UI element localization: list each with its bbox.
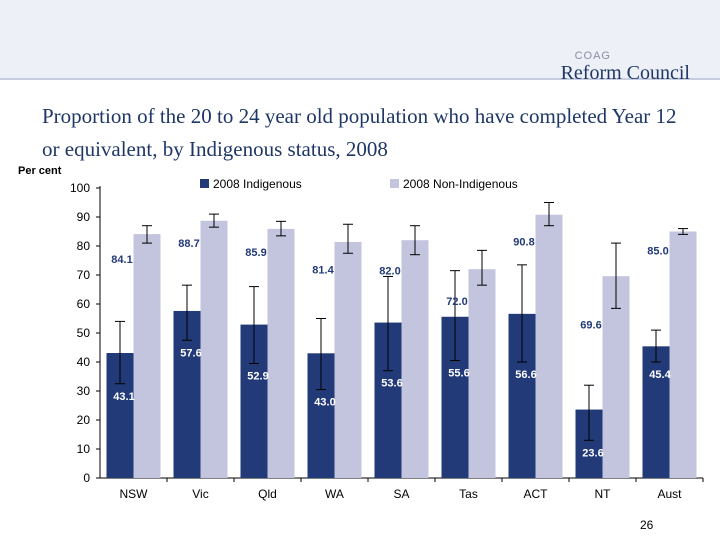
data-label-indigenous: 55.6 (448, 368, 469, 380)
x-tick-label: WA (325, 487, 344, 501)
y-tick-label: 100 (70, 181, 90, 195)
legend-swatch (200, 179, 209, 188)
bar-non-indigenous (267, 228, 295, 478)
legend-label: 2008 Non-Indigenous (403, 177, 518, 191)
data-label-indigenous: 53.6 (381, 378, 402, 390)
x-tick-label: Tas (459, 487, 478, 501)
y-tick-label: 50 (77, 326, 91, 340)
legend-swatch (390, 179, 399, 188)
x-tick-label: NT (595, 487, 612, 501)
y-tick-label: 70 (77, 268, 91, 282)
data-label-non-indigenous: 85.9 (245, 247, 266, 259)
bar-non-indigenous (401, 240, 429, 478)
x-tick-label: Qld (258, 487, 277, 501)
data-label-indigenous: 52.9 (247, 370, 268, 382)
y-tick-label: 0 (83, 471, 90, 485)
y-tick-label: 90 (77, 210, 91, 224)
data-label-non-indigenous: 85.0 (647, 245, 668, 257)
header-rule (0, 78, 720, 80)
y-tick-label: 30 (77, 384, 91, 398)
data-label-indigenous: 43.0 (314, 397, 335, 409)
x-tick-label: SA (393, 487, 409, 501)
data-label-indigenous: 56.6 (515, 369, 536, 381)
data-label-non-indigenous: 81.4 (312, 264, 334, 276)
bar-non-indigenous (468, 269, 496, 478)
y-axis-label: Per cent (18, 165, 62, 177)
bar-non-indigenous (133, 234, 161, 478)
data-label-non-indigenous: 72.0 (446, 296, 467, 308)
y-tick-label: 10 (77, 442, 91, 456)
logo-small-text: COAG (574, 50, 611, 62)
y-tick-label: 20 (77, 413, 91, 427)
data-label-non-indigenous: 69.6 (580, 319, 601, 331)
data-label-non-indigenous: 84.1 (111, 254, 132, 266)
page-number: 26 (640, 518, 654, 532)
data-label-indigenous: 57.6 (180, 347, 201, 359)
bar-non-indigenous (535, 214, 563, 478)
data-label-non-indigenous: 90.8 (513, 237, 534, 249)
bar-non-indigenous (334, 241, 362, 478)
logo-name-text: Reform Council (560, 62, 690, 84)
bar-non-indigenous (669, 231, 697, 478)
header-band (0, 0, 720, 78)
x-tick-label: Vic (192, 487, 208, 501)
data-label-indigenous: 45.4 (649, 369, 671, 381)
x-tick-label: NSW (120, 487, 149, 501)
coag-logo: COAG Reform Council (560, 50, 690, 85)
x-tick-label: Aust (657, 487, 682, 501)
bar-non-indigenous (602, 276, 630, 478)
bar-indigenous (642, 346, 670, 478)
y-tick-label: 80 (77, 239, 91, 253)
bar-non-indigenous (200, 220, 228, 478)
legend-label: 2008 Indigenous (213, 177, 302, 191)
page-title: Proportion of the 20 to 24 year old popu… (42, 104, 677, 161)
y-tick-label: 60 (77, 297, 91, 311)
data-label-non-indigenous: 88.7 (178, 238, 199, 250)
x-tick-label: ACT (524, 487, 549, 501)
data-label-non-indigenous: 82.0 (379, 266, 400, 278)
data-label-indigenous: 23.6 (582, 447, 603, 459)
y-tick-label: 40 (77, 355, 91, 369)
data-label-indigenous: 43.1 (113, 391, 134, 403)
